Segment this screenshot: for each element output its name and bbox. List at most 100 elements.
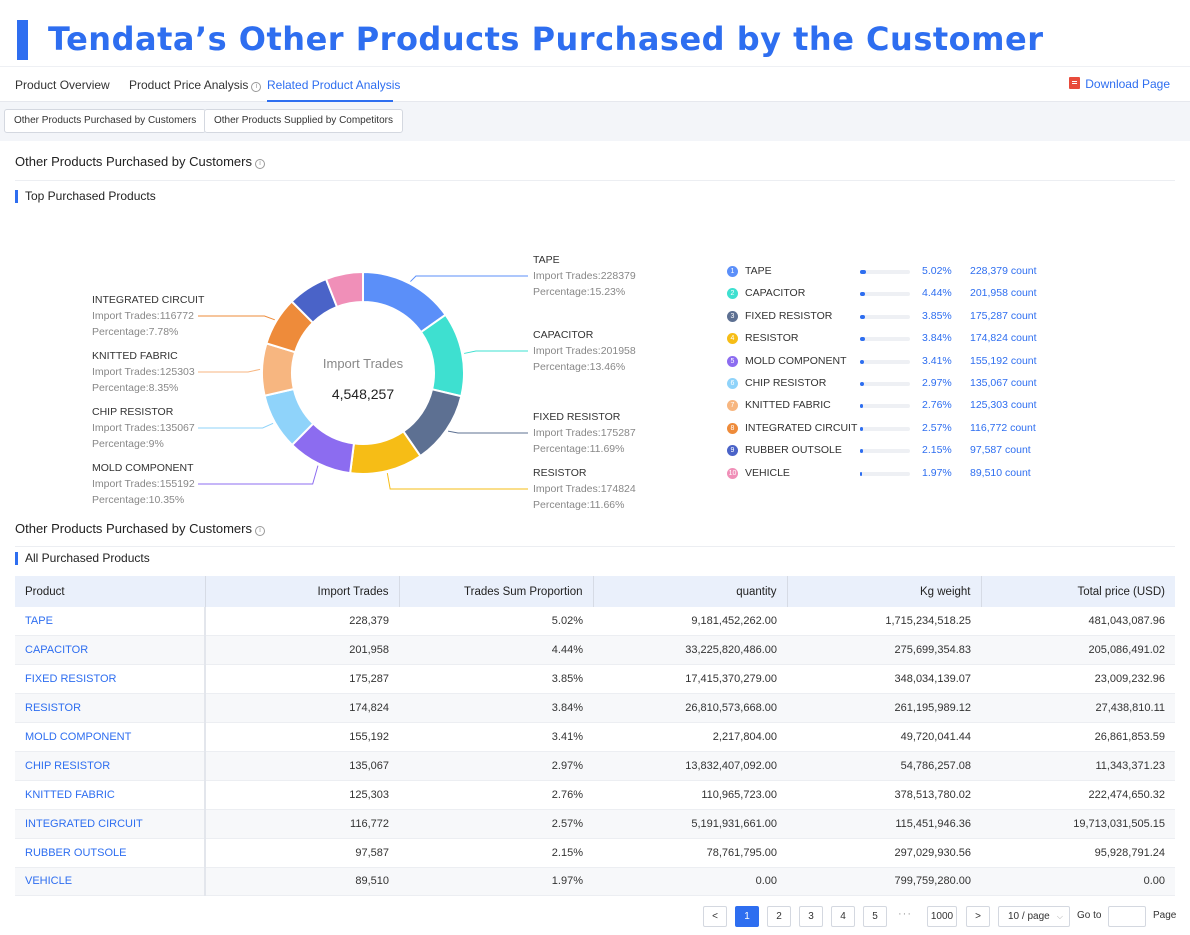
legend-item[interactable]: 5 MOLD COMPONENT 3.41% 155,192 count [727, 355, 1047, 369]
cell-product-link[interactable]: CAPACITOR [15, 635, 206, 666]
banner-accent-bar [17, 20, 28, 60]
goto-page-input[interactable] [1108, 906, 1146, 927]
legend-progress-fill [860, 382, 864, 386]
donut-slice[interactable] [324, 270, 364, 309]
download-page-button[interactable]: Download Page [1069, 77, 1170, 91]
cell-product-link[interactable]: VEHICLE [15, 867, 206, 897]
cell-product-link[interactable]: RUBBER OUTSOLE [15, 838, 206, 868]
info-icon[interactable]: i [255, 159, 265, 169]
legend-number-badge: 3 [727, 310, 738, 322]
legend-name: CAPACITOR [745, 287, 806, 300]
legend-item[interactable]: 4 RESISTOR 3.84% 174,824 count [727, 332, 1047, 346]
table-row: FIXED RESISTOR 175,287 3.85% 17,415,370,279… [15, 664, 1175, 695]
donut-leader-line [410, 275, 528, 282]
page-size-select[interactable]: 10 / page ⌵ [998, 906, 1070, 927]
legend-item[interactable]: 3 FIXED RESISTOR 3.85% 175,287 count [727, 310, 1047, 324]
legend-item[interactable]: 8 INTEGRATED CIRCUIT 2.57% 116,772 count [727, 422, 1047, 436]
prev-page-button[interactable]: < [703, 906, 727, 927]
legend-progress-fill [860, 337, 865, 342]
page-button-2[interactable]: 2 [767, 906, 791, 927]
callout-mold-component: MOLD COMPONENT Import Trades:155192 Perc… [92, 462, 195, 506]
subtab-other-products-supplied[interactable]: Other Products Supplied by Competitors [204, 109, 403, 133]
pdf-icon [1069, 77, 1081, 89]
donut-center-value: 4,548,257 [331, 386, 395, 402]
goto-label: Go to [1077, 910, 1102, 921]
cell-kg-weight: 348,034,139.07 [787, 664, 981, 695]
legend-progress-track [860, 292, 910, 297]
page-button-3[interactable]: 3 [799, 906, 823, 927]
legend-count: 228,379 count [970, 265, 1037, 277]
cell-total-price: 19,713,031,505.15 [981, 809, 1175, 839]
cell-trades-proportion: 2.76% [399, 780, 593, 810]
cell-kg-weight: 275,699,354.83 [787, 635, 981, 666]
legend-progress-track [860, 426, 910, 431]
col-trades-sum-proportion[interactable]: Trades Sum Proportion [399, 576, 594, 607]
divider [15, 180, 1175, 181]
col-total-price[interactable]: Total price (USD) [981, 576, 1175, 607]
info-icon[interactable]: i [251, 82, 262, 92]
legend-percent: 4.44% [922, 287, 952, 300]
col-kg-weight[interactable]: Kg weight [787, 576, 982, 607]
legend-item[interactable]: 1 TAPE 5.02% 228,379 count [727, 265, 1047, 279]
legend-progress-track [860, 449, 910, 454]
legend-item[interactable]: 10 VEHICLE 1.97% 89,510 count [727, 467, 1047, 481]
legend-number-badge: 1 [727, 266, 738, 277]
tab-bar: Product Overview Product Price Analysis i… [0, 66, 1190, 102]
page-button-5[interactable]: 5 [863, 906, 887, 927]
tab-related-product-analysis[interactable]: Related Product Analysis [267, 78, 401, 92]
cell-quantity: 17,415,370,279.00 [593, 664, 787, 695]
subtitle-all-purchased: All Purchased Products [15, 552, 150, 565]
donut-slice[interactable] [419, 313, 465, 398]
legend-progress-fill [860, 426, 863, 431]
legend-percent: 2.97% [922, 377, 952, 389]
cell-total-price: 481,043,087.96 [981, 607, 1175, 637]
next-page-button[interactable]: > [966, 906, 990, 927]
cell-product-link[interactable]: MOLD COMPONENT [15, 722, 206, 752]
col-import-trades[interactable]: Import Trades [205, 576, 400, 607]
table-row: TAPE 228,379 5.02% 9,181,452,262.00 1,715,23… [15, 607, 1175, 637]
subtab-other-products-purchased[interactable]: Other Products Purchased by Customers [4, 109, 207, 133]
legend-name: CHIP RESISTOR [745, 377, 827, 389]
legend-item[interactable]: 9 RUBBER OUTSOLE 2.15% 97,587 count [727, 444, 1047, 458]
legend-number-badge: 10 [727, 467, 738, 479]
cell-product-link[interactable]: RESISTOR [15, 693, 206, 724]
page-button-1[interactable]: 1 [735, 906, 759, 927]
legend-progress-fill [860, 471, 862, 476]
banner-title: Tendata’s Other Products Purchased by th… [48, 20, 1044, 58]
col-quantity[interactable]: quantity [593, 576, 788, 607]
import-trades-donut-chart [198, 270, 528, 490]
legend-name: KNITTED FABRIC [745, 399, 831, 412]
info-icon[interactable]: i [255, 526, 265, 536]
legend-count: 89,510 count [970, 466, 1031, 479]
callout-chip-resistor: CHIP RESISTOR Import Trades:135067 Perce… [92, 406, 195, 450]
cell-product-link[interactable]: KNITTED FABRIC [15, 780, 206, 810]
legend-percent: 3.85% [922, 309, 952, 322]
tab-product-overview[interactable]: Product Overview [15, 78, 110, 92]
col-product[interactable]: Product [15, 576, 206, 607]
cell-product-link[interactable]: CHIP RESISTOR [15, 751, 206, 781]
cell-product-link[interactable]: FIXED RESISTOR [15, 664, 206, 695]
cell-kg-weight: 54,786,257.08 [787, 751, 981, 781]
legend-name: TAPE [745, 265, 772, 277]
legend-count: 175,287 count [970, 309, 1037, 322]
cell-quantity: 0.00 [593, 867, 787, 897]
legend-percent: 5.02% [922, 265, 952, 277]
legend-count: 201,958 count [970, 287, 1037, 300]
legend-count: 116,772 count [970, 421, 1036, 434]
tab-product-price-analysis[interactable]: Product Price Analysis i [129, 78, 262, 92]
cell-product-link[interactable]: TAPE [15, 607, 206, 637]
legend-item[interactable]: 7 KNITTED FABRIC 2.76% 125,303 count [727, 399, 1047, 413]
donut-leader-line [198, 422, 274, 429]
legend-item[interactable]: 6 CHIP RESISTOR 2.97% 135,067 count [727, 377, 1047, 391]
callout-integrated-circuit: INTEGRATED CIRCUIT Import Trades:116772 … [92, 294, 205, 338]
cell-trades-proportion: 2.97% [399, 751, 593, 781]
legend-count: 174,824 count [970, 332, 1037, 345]
page-button-last[interactable]: 1000 [927, 906, 957, 927]
page-button-4[interactable]: 4 [831, 906, 855, 927]
table-row: RUBBER OUTSOLE 97,587 2.15% 78,761,795.00 29… [15, 838, 1175, 868]
cell-product-link[interactable]: INTEGRATED CIRCUIT [15, 809, 206, 839]
legend-item[interactable]: 2 CAPACITOR 4.44% 201,958 count [727, 287, 1047, 301]
cell-import-trades: 175,287 [205, 664, 399, 695]
pagination-ellipsis[interactable]: ··· [898, 908, 912, 920]
table-header-row: Product Import Trades Trades Sum Proport… [15, 576, 1175, 607]
